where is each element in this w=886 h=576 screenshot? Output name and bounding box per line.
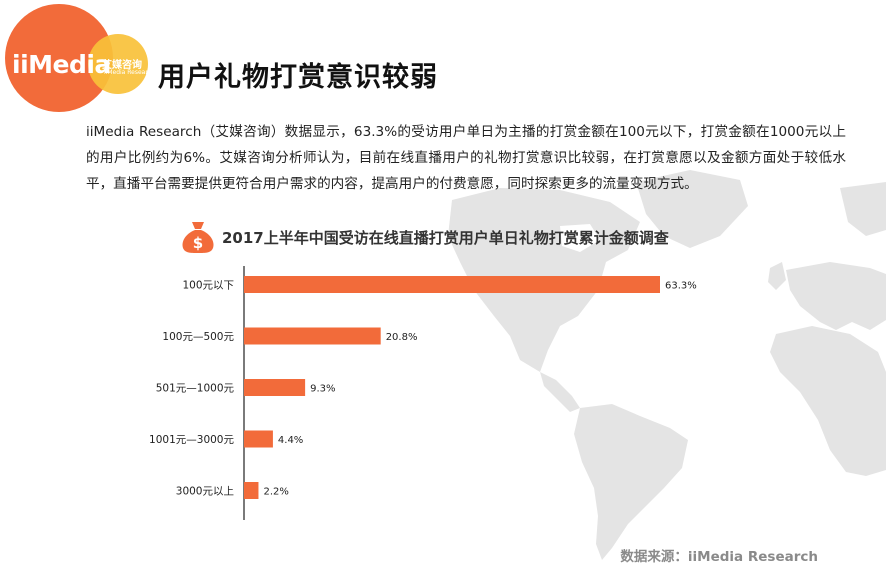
value-label-4: 2.2%	[263, 487, 288, 498]
bar-chart: 100元以下 63.3% 100元—500元 20.8% 501元—1000元 9.3% 1…	[149, 266, 697, 520]
category-label-3: 1001元—3000元	[149, 434, 234, 446]
value-label-0: 63.3%	[665, 281, 697, 292]
data-source: 数据来源：iiMedia Research	[620, 549, 818, 565]
money-bag-icon: $	[182, 222, 214, 253]
bar-3	[244, 430, 273, 448]
value-label-2: 9.3%	[310, 384, 335, 395]
logo-text: iiMedia	[12, 50, 111, 79]
chart-title: 2017上半年中国受访在线直播打赏用户单日礼物打赏累计金额调查	[222, 228, 669, 247]
logo-yellow-circle	[88, 34, 148, 94]
logo-cn-text: 艾媒咨询	[102, 60, 142, 71]
svg-text:$: $	[193, 234, 203, 252]
bar-0	[244, 276, 660, 293]
value-label-3: 4.4%	[278, 435, 303, 446]
bar-2	[244, 379, 306, 396]
category-label-1: 100元—500元	[162, 331, 234, 343]
description-paragraph: iiMedia Research（艾媒咨询）数据显示，63.3%的受访用户单日为…	[86, 124, 846, 192]
bar-1	[244, 327, 381, 345]
category-label-0: 100元以下	[182, 280, 234, 292]
category-label-2: 501元—1000元	[156, 383, 235, 395]
iimedia-logo: iiMedia 艾媒咨询 iiMedia Research	[0, 0, 160, 120]
category-label-4: 3000元以上	[176, 486, 234, 498]
logo-cn-subtext: iiMedia Research	[104, 69, 155, 76]
bar-4	[244, 482, 259, 499]
page-title: 用户礼物打赏意识较弱	[158, 62, 438, 93]
value-label-1: 20.8%	[386, 332, 418, 343]
chart-header: $ 2017上半年中国受访在线直播打赏用户单日礼物打赏累计金额调查	[180, 220, 669, 254]
